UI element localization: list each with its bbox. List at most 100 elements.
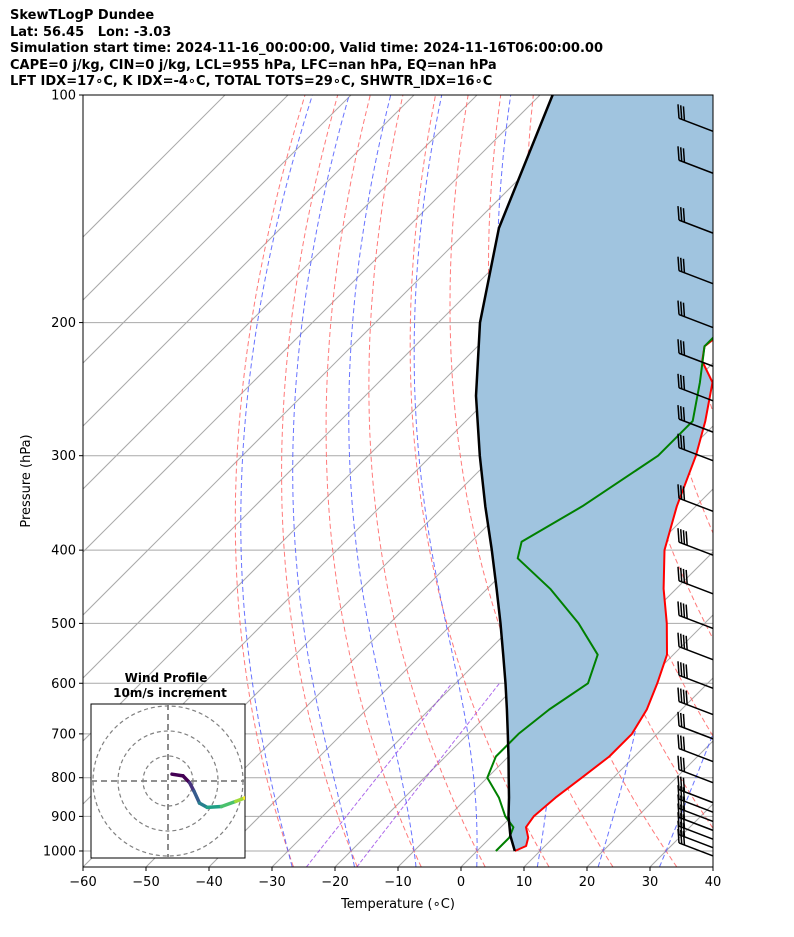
wind-barb-staff bbox=[678, 798, 714, 813]
wind-barb-flag bbox=[679, 662, 683, 677]
wind-barb-flag bbox=[677, 566, 680, 581]
hodograph-segment bbox=[205, 804, 224, 810]
wind-barb-staff bbox=[678, 313, 714, 329]
wind-barb bbox=[677, 566, 714, 595]
wind-barb-flag bbox=[679, 602, 683, 617]
wind-barb-flag bbox=[679, 257, 683, 272]
moist-adiabat bbox=[292, 95, 355, 867]
x-tick-label: −10 bbox=[384, 875, 411, 890]
temperature-profile-line bbox=[514, 338, 713, 852]
wind-barb-flag bbox=[679, 374, 683, 389]
wind-barb bbox=[677, 632, 714, 661]
moist-adiabat bbox=[413, 95, 478, 867]
wind-barb-flag bbox=[677, 373, 680, 388]
x-tick-label: −20 bbox=[321, 875, 348, 890]
wind-barb-flag bbox=[682, 757, 686, 772]
inset-subtitle: 10m/s increment bbox=[113, 686, 227, 700]
isotherm-line bbox=[83, 95, 478, 490]
dry-adiabat bbox=[762, 95, 794, 867]
x-tick-label: −40 bbox=[195, 875, 222, 890]
isotherm-line bbox=[83, 95, 289, 301]
wind-barb-staff bbox=[678, 825, 714, 840]
wind-barb-flag bbox=[682, 603, 686, 618]
x-tick-label: −60 bbox=[69, 875, 96, 890]
wind-barb-flag bbox=[679, 776, 683, 791]
wind-barb-flag bbox=[682, 435, 686, 450]
wind-barb-staff bbox=[678, 387, 714, 402]
wind-barb-flag bbox=[682, 341, 686, 356]
x-tick-label: −50 bbox=[132, 875, 159, 890]
wind-barb-flag bbox=[677, 484, 680, 499]
moist-adiabat bbox=[348, 95, 417, 867]
dry-adiabat bbox=[729, 95, 794, 867]
wind-barb-flag bbox=[677, 734, 680, 749]
wind-barb-flag bbox=[677, 632, 680, 647]
wind-barb-flag bbox=[677, 687, 680, 702]
wind-barb bbox=[677, 687, 714, 716]
dry-adiabat bbox=[409, 95, 550, 867]
header-line-times: Simulation start time: 2024-11-16_00:00:… bbox=[10, 41, 603, 57]
isotherm-line bbox=[334, 488, 713, 867]
wind-barb bbox=[677, 433, 714, 462]
wind-barb-flag bbox=[682, 407, 686, 422]
wind-barb-flag bbox=[685, 604, 688, 619]
cape-cin-fill bbox=[476, 95, 713, 851]
wind-barb bbox=[677, 775, 714, 804]
parcel-profile-line bbox=[474, 95, 554, 852]
isotherm-line bbox=[83, 95, 541, 553]
dewpoint-profile-line bbox=[486, 336, 713, 852]
wind-barb-flag bbox=[677, 256, 680, 271]
wind-barb-flag bbox=[677, 601, 680, 616]
wind-barb bbox=[677, 373, 714, 402]
x-tick-label: 0 bbox=[457, 875, 465, 890]
wind-barb-flag bbox=[677, 405, 680, 420]
header-line-convective-params: CAPE=0 j/kg, CIN=0 j/kg, LCL=955 hPa, LF… bbox=[10, 57, 497, 73]
mixing-ratio-line bbox=[356, 682, 500, 867]
y-tick-label: 300 bbox=[51, 449, 76, 464]
wind-barb-flag bbox=[682, 568, 686, 583]
wind-barb-flag bbox=[679, 406, 683, 421]
wind-barb-flag bbox=[682, 736, 686, 751]
wind-barb bbox=[677, 339, 714, 367]
dry-adiabat bbox=[234, 95, 306, 867]
header-line-location: Lat: 56.45 Lon: -3.03 bbox=[10, 24, 172, 40]
wind-barb-staff bbox=[678, 700, 714, 716]
wind-barb bbox=[677, 528, 714, 556]
y-tick-label: 900 bbox=[51, 810, 76, 825]
moist-adiabat bbox=[240, 95, 313, 867]
wind-barb-flag bbox=[682, 302, 686, 317]
dry-adiabat bbox=[281, 95, 358, 867]
y-tick-label: 100 bbox=[51, 89, 76, 104]
wind-barb-staff bbox=[678, 580, 714, 595]
wind-barb-staff bbox=[678, 418, 714, 433]
wind-barb-staff bbox=[678, 446, 714, 462]
wind-barb-flag bbox=[679, 688, 683, 703]
wind-barb-flag bbox=[679, 633, 683, 648]
wind-barb bbox=[677, 104, 714, 132]
wind-barb-staff bbox=[678, 725, 714, 740]
chart-header: SkewTLogP Dundee Lat: 56.45 Lon: -3.03 Sim… bbox=[10, 8, 603, 91]
x-axis-title: Temperature (∘C) bbox=[340, 897, 455, 912]
wind-barb-staff bbox=[678, 497, 714, 513]
wind-barb-staff bbox=[678, 614, 714, 630]
isotherm-line bbox=[83, 95, 226, 238]
mixing-ratio-line bbox=[306, 682, 453, 867]
wind-barb-flag bbox=[679, 340, 683, 355]
isotherm-line bbox=[712, 866, 713, 867]
wind-barb-staff bbox=[678, 747, 714, 763]
axes: −60 −50 −40 −30 −20 −10 0 10 20 30 40 100 200 300 400 5… bbox=[19, 89, 721, 913]
y-axis-title: Pressure (hPa) bbox=[19, 434, 34, 527]
hodograph-ring bbox=[117, 730, 219, 832]
wind-barb-staff bbox=[678, 816, 714, 832]
wind-barb bbox=[677, 405, 714, 433]
isotherm-line bbox=[83, 95, 352, 364]
wind-barb-flag bbox=[679, 735, 683, 750]
y-tick-label: 400 bbox=[51, 544, 76, 559]
wind-barb-staff bbox=[678, 842, 714, 857]
hodograph-segment bbox=[170, 772, 185, 778]
wind-barb-staff bbox=[678, 159, 714, 174]
isotherm-line bbox=[523, 677, 713, 867]
wind-barb-flag bbox=[682, 208, 686, 223]
wind-barb-staff bbox=[678, 117, 714, 132]
